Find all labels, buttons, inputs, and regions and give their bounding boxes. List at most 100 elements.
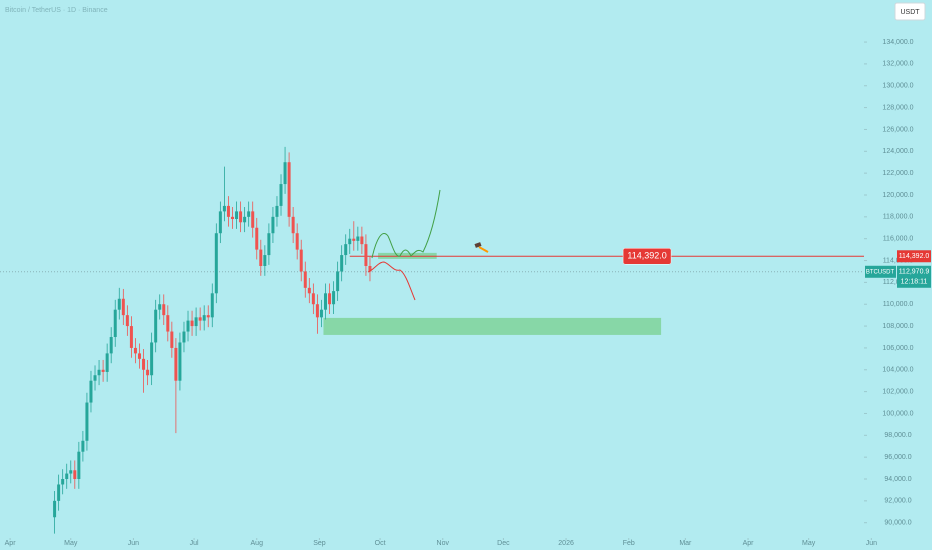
candle-body bbox=[57, 484, 61, 501]
candle-body bbox=[291, 216, 295, 234]
candle-body bbox=[283, 162, 287, 185]
level-box bbox=[622, 248, 672, 265]
candle-body bbox=[251, 211, 255, 228]
green-projection bbox=[371, 189, 441, 259]
countdown-label: 12:18:11 bbox=[901, 279, 928, 286]
x-tick-label: Feb bbox=[623, 540, 635, 547]
candle-body bbox=[287, 162, 291, 217]
candle-body bbox=[299, 249, 303, 272]
candle-body bbox=[97, 369, 101, 376]
candle-body bbox=[93, 375, 97, 381]
zone bbox=[323, 317, 662, 335]
candle-body bbox=[178, 342, 182, 381]
y-tick-label: 98,000.0 bbox=[884, 432, 911, 439]
candle-body bbox=[340, 255, 344, 272]
y-tick-label: 92,000.0 bbox=[884, 498, 911, 505]
candle-body bbox=[133, 347, 137, 354]
y-tick-label: 90,000.0 bbox=[884, 520, 911, 527]
x-tick-label: Jun bbox=[866, 540, 877, 547]
candle-body bbox=[222, 205, 226, 212]
y-tick-label: 126,000.0 bbox=[882, 126, 913, 133]
price-label: 112,970.9 bbox=[899, 269, 930, 276]
candle-body bbox=[69, 470, 73, 474]
candle-body bbox=[328, 293, 332, 305]
x-tick-label: May bbox=[802, 540, 816, 547]
candle-body bbox=[315, 304, 319, 318]
x-tick-label: May bbox=[64, 540, 78, 547]
candle-body bbox=[174, 347, 178, 381]
candle-body bbox=[323, 293, 327, 310]
axis-level-box bbox=[897, 250, 931, 263]
x-tick-label: Dec bbox=[497, 540, 510, 547]
candle-body bbox=[190, 320, 194, 327]
candle-body bbox=[275, 205, 279, 217]
candle-body bbox=[271, 216, 275, 234]
candle-body bbox=[267, 233, 271, 256]
candle-body bbox=[348, 238, 352, 245]
candle-body bbox=[158, 304, 162, 310]
candle-body bbox=[319, 309, 323, 318]
candle-body bbox=[263, 255, 267, 266]
y-tick-label: 120,000.0 bbox=[882, 192, 913, 199]
candle-body bbox=[303, 271, 307, 288]
candle-body bbox=[77, 451, 81, 480]
y-tick-label: 122,000.0 bbox=[882, 170, 913, 177]
candle-body bbox=[81, 440, 85, 452]
level-label: 114,392.0 bbox=[627, 251, 666, 261]
candle-body bbox=[202, 315, 206, 321]
chart-title: Bitcoin / TetherUS · 1D · Binance bbox=[5, 7, 108, 14]
candle-body bbox=[137, 353, 141, 359]
x-tick-label: Oct bbox=[375, 540, 386, 547]
candle-body bbox=[311, 293, 315, 305]
currency[interactable]: USDT bbox=[900, 9, 920, 16]
candle-body bbox=[53, 500, 57, 518]
y-tick-label: 132,000.0 bbox=[882, 61, 913, 68]
candle-body bbox=[89, 380, 93, 403]
candle-body bbox=[295, 233, 299, 250]
candle-body bbox=[101, 369, 105, 372]
candle-body bbox=[255, 227, 259, 250]
x-tick-label: Jun bbox=[128, 540, 139, 547]
candle-body bbox=[218, 211, 222, 234]
x-tick-label: Nov bbox=[437, 540, 450, 547]
candle-body bbox=[356, 236, 360, 241]
currency-button[interactable] bbox=[894, 2, 926, 21]
red-projection bbox=[367, 261, 416, 301]
candle-body bbox=[247, 211, 251, 217]
candle-body bbox=[239, 211, 243, 223]
candle-body bbox=[368, 265, 372, 272]
x-tick-label: Jul bbox=[190, 540, 199, 547]
candle-body bbox=[105, 353, 109, 372]
y-tick-label: 102,000.0 bbox=[882, 388, 913, 395]
candle-body bbox=[344, 244, 348, 256]
candle-body bbox=[109, 337, 113, 354]
x-tick-label: 2026 bbox=[558, 540, 574, 547]
candle-body bbox=[146, 369, 150, 376]
price-box bbox=[897, 265, 931, 288]
candle-body bbox=[113, 309, 117, 338]
candle-body bbox=[307, 287, 311, 294]
candle-body bbox=[186, 320, 190, 332]
candle-body bbox=[226, 205, 230, 217]
axis-level-label: 114,392.0 bbox=[899, 253, 930, 260]
candle-body bbox=[125, 315, 129, 327]
candle-body bbox=[142, 358, 146, 370]
candle-body bbox=[279, 184, 283, 206]
hammer-icon bbox=[474, 242, 489, 253]
candle-body bbox=[206, 315, 210, 318]
y-tick-label: 108,000.0 bbox=[882, 323, 913, 330]
x-tick-label: Mar bbox=[679, 540, 692, 547]
candle-body bbox=[182, 331, 186, 343]
symbol-label: BTCUSDT bbox=[866, 269, 895, 275]
x-tick-label: Apr bbox=[743, 540, 755, 547]
candle-body bbox=[65, 473, 69, 480]
y-tick-label: 100,000.0 bbox=[882, 410, 913, 417]
candle-body bbox=[121, 298, 125, 316]
candle-body bbox=[336, 271, 340, 292]
y-tick-label: 94,000.0 bbox=[884, 476, 911, 483]
y-tick-label: 116,000.0 bbox=[883, 236, 914, 243]
candle-body bbox=[117, 298, 121, 310]
candle-body bbox=[230, 216, 234, 220]
y-tick-label: 110,000.0 bbox=[883, 301, 914, 308]
